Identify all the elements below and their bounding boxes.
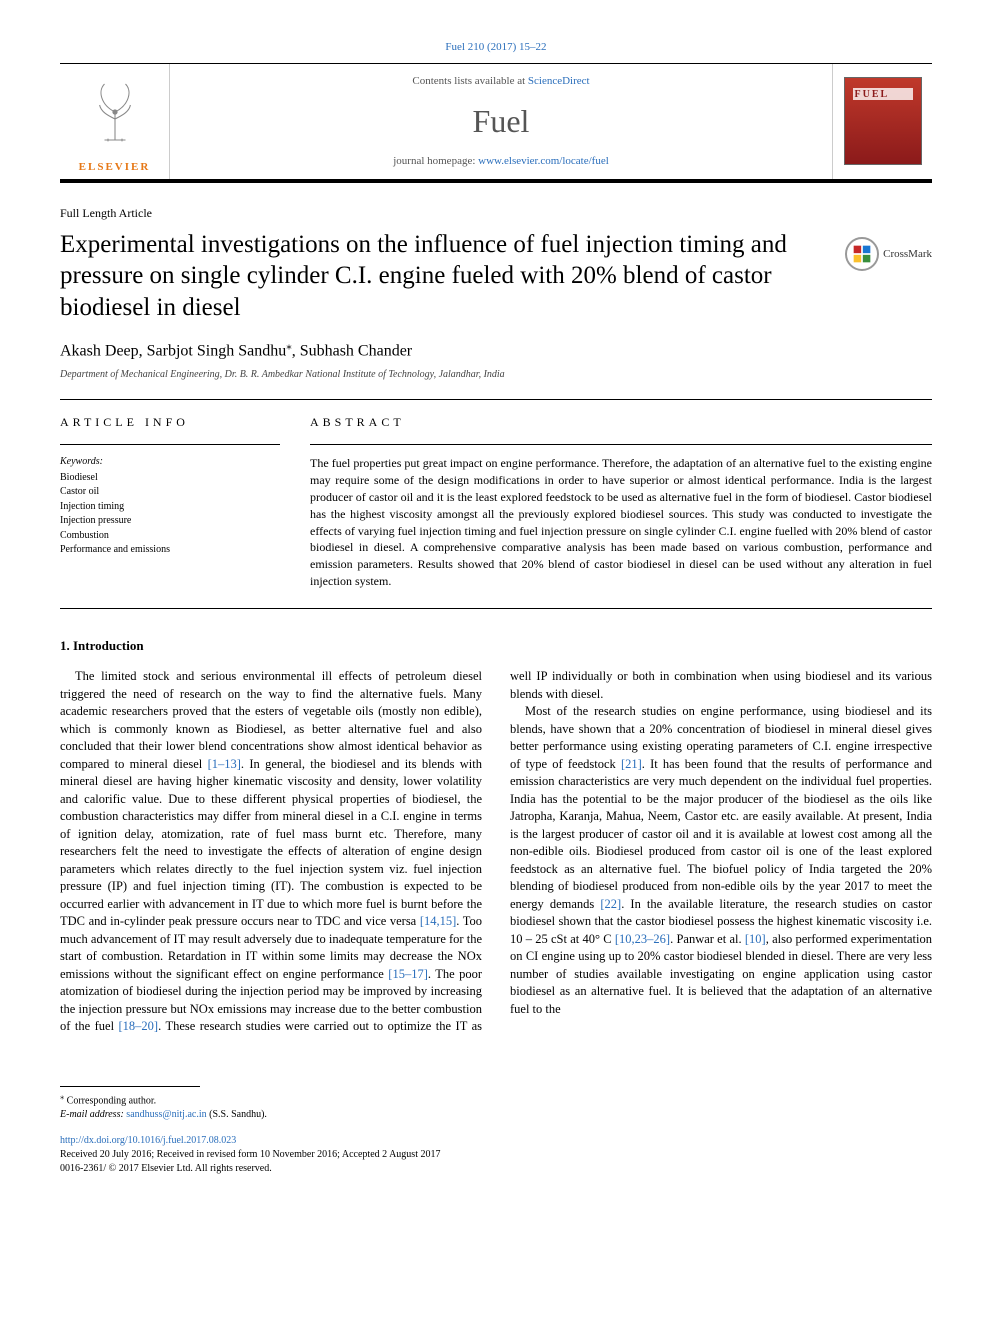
authors-part2: , Subhash Chander: [292, 342, 412, 359]
abstract-heading: ABSTRACT: [310, 414, 932, 430]
elsevier-wordmark: ELSEVIER: [60, 160, 169, 179]
article-title: Experimental investigations on the influ…: [60, 229, 825, 323]
section-1-heading: 1. Introduction: [60, 637, 932, 655]
email-line: E-mail address: sandhuss@nitj.ac.in (S.S…: [60, 1108, 932, 1122]
ref-10-23-26[interactable]: [10,23–26]: [615, 932, 670, 946]
abstract-text: The fuel properties put great impact on …: [310, 444, 932, 589]
divider-2: [60, 608, 932, 609]
doi-link[interactable]: http://dx.doi.org/10.1016/j.fuel.2017.08…: [60, 1134, 932, 1148]
authors-part1: Akash Deep, Sarbjot Singh Sandhu: [60, 342, 286, 359]
copyright-line: 0016-2361/ © 2017 Elsevier Ltd. All righ…: [60, 1162, 932, 1176]
keywords-label: Keywords:: [60, 444, 280, 469]
header-citation: Fuel 210 (2017) 15–22: [60, 40, 932, 55]
abstract: ABSTRACT The fuel properties put great i…: [310, 414, 932, 590]
received-line: Received 20 July 2016; Received in revis…: [60, 1148, 932, 1162]
journal-header: ELSEVIER Contents lists available at Sci…: [60, 63, 932, 183]
keywords-list: Biodiesel Castor oil Injection timing In…: [60, 471, 280, 558]
ref-21[interactable]: [21]: [621, 757, 642, 771]
info-abstract-row: ARTICLE INFO Keywords: Biodiesel Castor …: [60, 414, 932, 590]
article-type: Full Length Article: [60, 205, 932, 221]
elsevier-logo-block: ELSEVIER: [60, 64, 170, 179]
journal-name: Fuel: [473, 100, 530, 143]
email-link[interactable]: sandhuss@nitj.ac.in: [126, 1109, 206, 1120]
ref-18-20[interactable]: [18–20]: [119, 1019, 159, 1033]
ref-10[interactable]: [10]: [745, 932, 766, 946]
ref-1-13[interactable]: [1–13]: [208, 757, 241, 771]
header-center: Contents lists available at ScienceDirec…: [170, 64, 832, 179]
crossmark-badge[interactable]: CrossMark: [845, 237, 932, 271]
homepage-prefix: journal homepage:: [393, 155, 478, 167]
elsevier-tree-icon: [60, 64, 169, 160]
para-2: Most of the research studies on engine p…: [510, 703, 932, 1018]
title-row: Experimental investigations on the influ…: [60, 229, 932, 323]
divider: [60, 399, 932, 400]
footer: ⁎ Corresponding author. E-mail address: …: [60, 1086, 932, 1176]
journal-cover-block: [832, 64, 932, 179]
crossmark-icon: [845, 237, 879, 271]
footer-divider: [60, 1086, 200, 1087]
crossmark-label: CrossMark: [883, 247, 932, 262]
homepage-link[interactable]: www.elsevier.com/locate/fuel: [478, 155, 609, 167]
fuel-cover-thumbnail: [844, 77, 922, 165]
body-text: The limited stock and serious environmen…: [60, 668, 932, 1036]
corresponding-author: ⁎ Corresponding author.: [60, 1091, 932, 1108]
contents-prefix: Contents lists available at: [412, 75, 527, 87]
ref-22[interactable]: [22]: [600, 897, 621, 911]
homepage-line: journal homepage: www.elsevier.com/locat…: [393, 154, 609, 169]
ref-14-15[interactable]: [14,15]: [420, 914, 456, 928]
ref-15-17[interactable]: [15–17]: [388, 967, 428, 981]
authors: Akash Deep, Sarbjot Singh Sandhu⁎, Subha…: [60, 339, 932, 362]
info-heading: ARTICLE INFO: [60, 414, 280, 430]
article-info: ARTICLE INFO Keywords: Biodiesel Castor …: [60, 414, 280, 590]
sciencedirect-link[interactable]: ScienceDirect: [528, 75, 590, 87]
affiliation: Department of Mechanical Engineering, Dr…: [60, 368, 932, 382]
contents-line: Contents lists available at ScienceDirec…: [412, 74, 589, 89]
